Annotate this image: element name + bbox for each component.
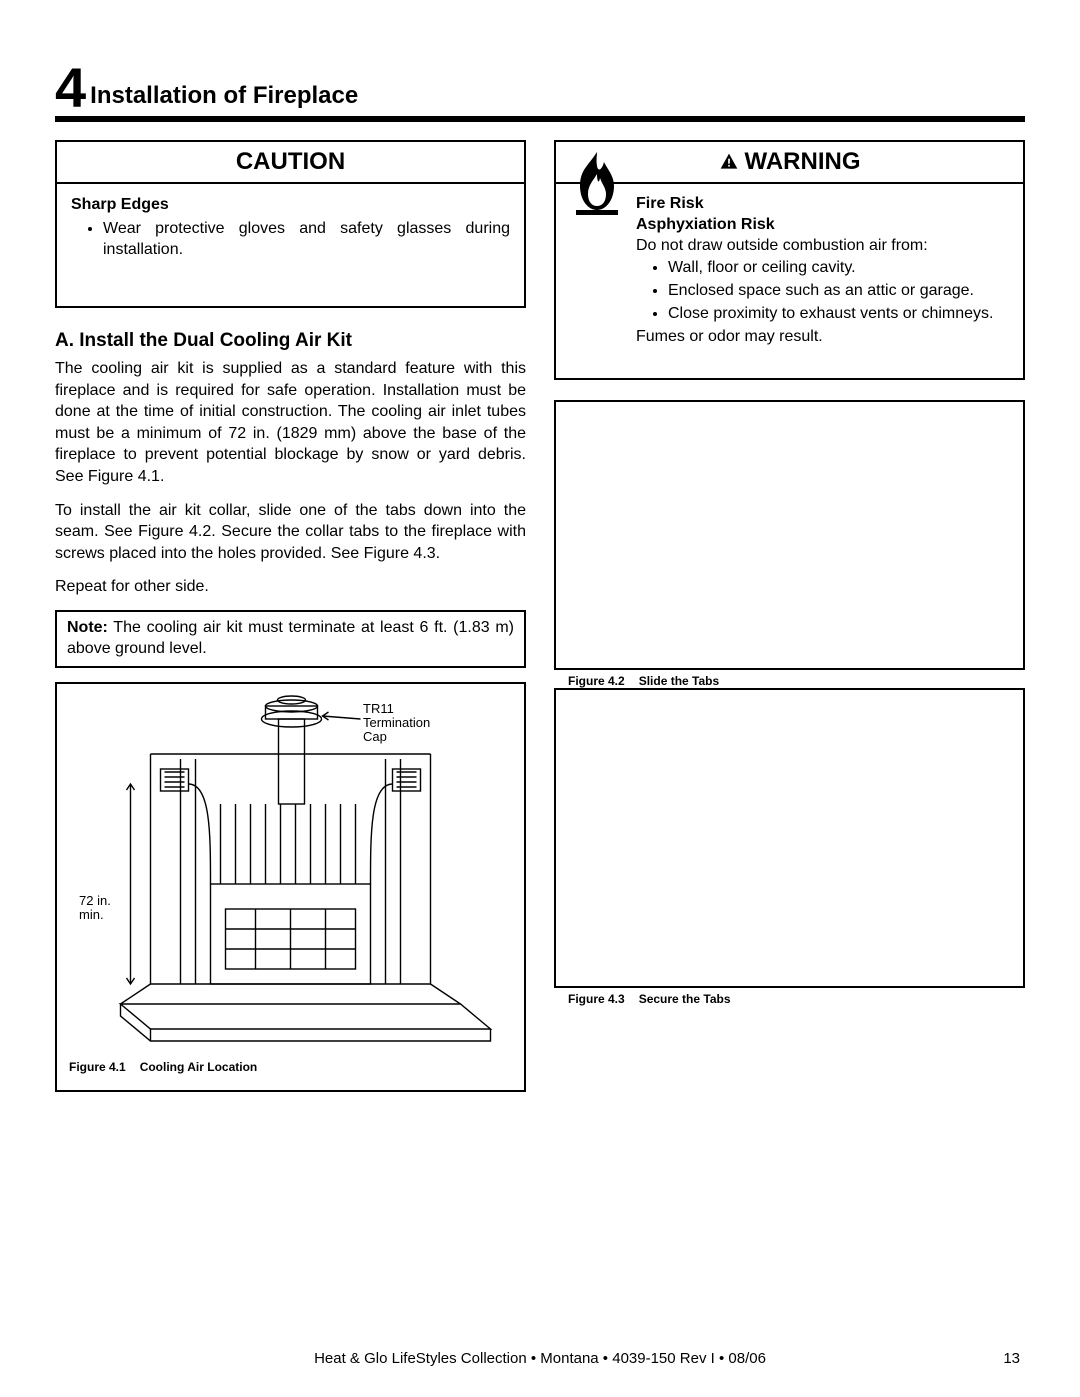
caution-heading: CAUTION — [57, 142, 524, 184]
section-title: Installation of Fireplace — [90, 82, 358, 116]
section-number: 4 — [55, 60, 84, 116]
fig43-num: Figure 4.3 — [568, 992, 625, 1006]
figure-4-2: Figure 4.2Slide the Tabs — [554, 400, 1025, 670]
diagram-cooling-air: TR11 Termination Cap 72 in. min. — [57, 684, 524, 1054]
warning-b3: Close proximity to exhaust vents or chim… — [668, 304, 1009, 325]
page-number: 13 — [1003, 1350, 1020, 1367]
fire-icon — [566, 148, 628, 223]
figure-4-3-caption: Figure 4.3 Secure the Tabs — [556, 986, 1023, 1012]
fig42-title: Slide the Tabs — [639, 674, 719, 688]
alert-triangle-icon — [719, 152, 739, 172]
caution-list: Wear protective gloves and safety glasse… — [71, 218, 510, 261]
caution-body: Sharp Edges Wear protective gloves and s… — [57, 184, 524, 283]
left-column: CAUTION Sharp Edges Wear protective glov… — [55, 140, 526, 1092]
fireplace-diagram-svg — [57, 684, 524, 1054]
figure-4-1: TR11 Termination Cap 72 in. min. Figure … — [55, 682, 526, 1092]
warning-lead: Do not draw outside combustion air from: — [636, 236, 1009, 257]
warning-list: Wall, floor or ceiling cavity. Enclosed … — [636, 258, 1009, 324]
figure-4-2-placeholder — [556, 402, 1023, 668]
warning-box: WARNING Fire Risk Asphyxiation Risk Do n… — [554, 140, 1025, 380]
paragraph-2: To install the air kit collar, slide one… — [55, 500, 526, 565]
warning-heading: WARNING — [745, 148, 861, 176]
fig41-title: Cooling Air Location — [140, 1060, 258, 1074]
caution-subhead: Sharp Edges — [71, 194, 510, 216]
figure-4-3-placeholder — [556, 690, 1023, 986]
caution-bullet: Wear protective gloves and safety glasse… — [103, 218, 510, 261]
note-box: Note: The cooling air kit must terminate… — [55, 610, 526, 668]
warning-b1: Wall, floor or ceiling cavity. — [668, 258, 1009, 279]
label-min-l1: 72 in. — [79, 893, 111, 908]
label-72in-min: 72 in. min. — [79, 894, 111, 923]
caution-box: CAUTION Sharp Edges Wear protective glov… — [55, 140, 526, 308]
label-cap-l3: Cap — [363, 729, 387, 744]
label-cap-l1: TR11 — [363, 701, 394, 716]
note-text: The cooling air kit must terminate at le… — [67, 619, 514, 657]
figure-4-1-caption: Figure 4.1 Cooling Air Location — [57, 1054, 524, 1080]
fig41-num: Figure 4.1 — [69, 1060, 126, 1074]
note-label: Note: — [67, 619, 108, 636]
paragraph-1: The cooling air kit is supplied as a sta… — [55, 358, 526, 488]
paragraph-3: Repeat for other side. — [55, 576, 526, 598]
warning-risk-2: Asphyxiation Risk — [636, 215, 1009, 236]
footer-text: Heat & Glo LifeStyles Collection • Monta… — [0, 1350, 1080, 1367]
label-termination-cap: TR11 Termination Cap — [363, 702, 430, 745]
fig42-num: Figure 4.2 — [568, 674, 625, 688]
warning-risk-1: Fire Risk — [636, 194, 1009, 215]
label-min-l2: min. — [79, 907, 104, 922]
page: 4 Installation of Fireplace CAUTION Shar… — [0, 0, 1080, 1397]
two-column-layout: CAUTION Sharp Edges Wear protective glov… — [55, 140, 1025, 1092]
right-column: WARNING Fire Risk Asphyxiation Risk Do n… — [554, 140, 1025, 1092]
warning-tail: Fumes or odor may result. — [636, 327, 1009, 348]
subsection-heading: A. Install the Dual Cooling Air Kit — [55, 330, 526, 352]
section-header: 4 Installation of Fireplace — [55, 60, 1025, 122]
label-cap-l2: Termination — [363, 715, 430, 730]
warning-b2: Enclosed space such as an attic or garag… — [668, 281, 1009, 302]
figure-4-3: Figure 4.3Secure the Tabs — [554, 688, 1025, 988]
fig43-title: Secure the Tabs — [639, 992, 731, 1006]
